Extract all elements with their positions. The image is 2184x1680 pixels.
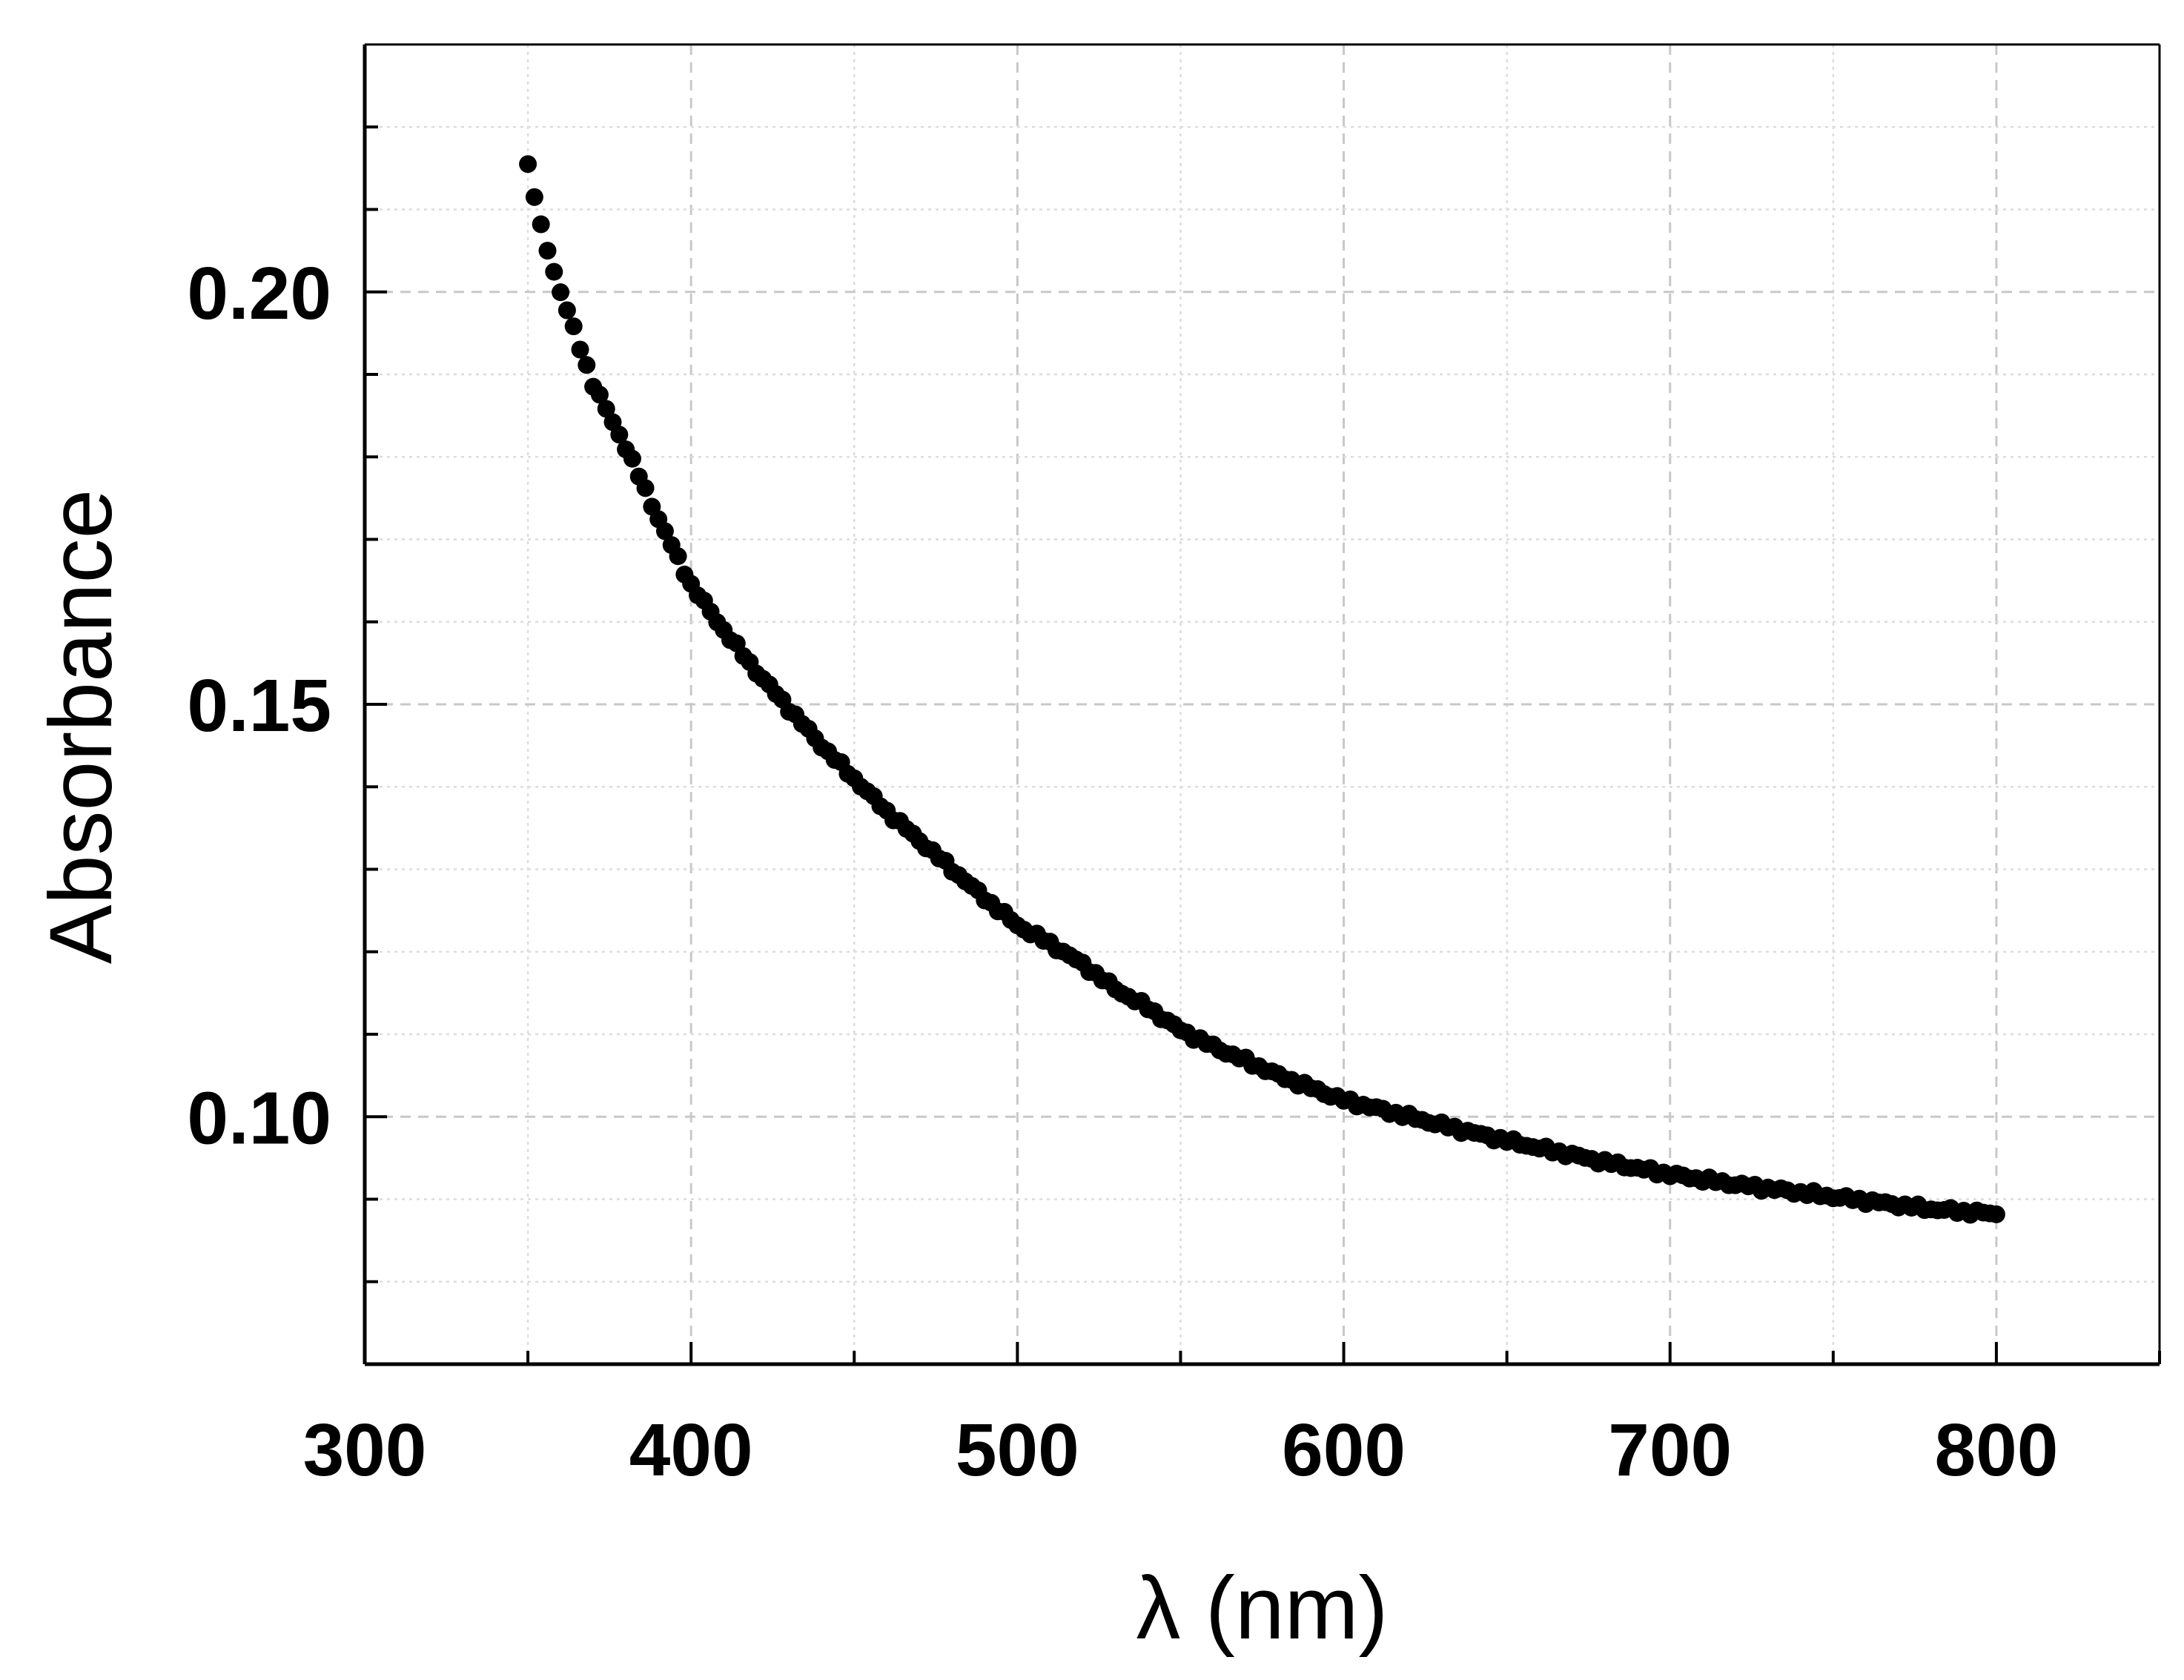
data-point [1987, 1205, 2005, 1223]
data-point [669, 547, 687, 566]
x-tick-label: 400 [629, 1409, 753, 1492]
data-point [545, 262, 563, 281]
x-tick-label: 700 [1608, 1409, 1732, 1492]
x-axis-title: λ (nm) [1136, 1558, 1389, 1658]
data-point [532, 215, 550, 234]
y-tick-label: 0.10 [187, 1077, 331, 1160]
x-tick-label: 600 [1282, 1409, 1406, 1492]
data-point [564, 317, 583, 336]
y-axis-title: Absorbance [31, 489, 130, 964]
data-series [519, 155, 2005, 1224]
y-tick-label: 0.15 [187, 664, 331, 747]
data-point [525, 188, 543, 206]
data-point [557, 301, 576, 320]
data-point [552, 283, 570, 302]
x-tick-label: 800 [1934, 1409, 2058, 1492]
data-point [578, 356, 596, 374]
tick-labels: 300 400 500 600 700 800 0.10 0.15 0.20 [187, 252, 2058, 1492]
data-point [597, 400, 615, 418]
grid [365, 44, 2161, 1364]
y-tick-label: 0.20 [187, 252, 331, 335]
data-point [610, 426, 629, 444]
data-point [623, 449, 641, 468]
x-tick-label: 500 [956, 1409, 1079, 1492]
x-tick-label: 300 [303, 1409, 427, 1492]
data-point [571, 340, 589, 359]
data-point [519, 155, 537, 173]
data-point [636, 479, 655, 497]
data-point [590, 386, 609, 404]
axes [363, 43, 2161, 1366]
data-point [655, 522, 674, 540]
data-point [538, 242, 557, 260]
